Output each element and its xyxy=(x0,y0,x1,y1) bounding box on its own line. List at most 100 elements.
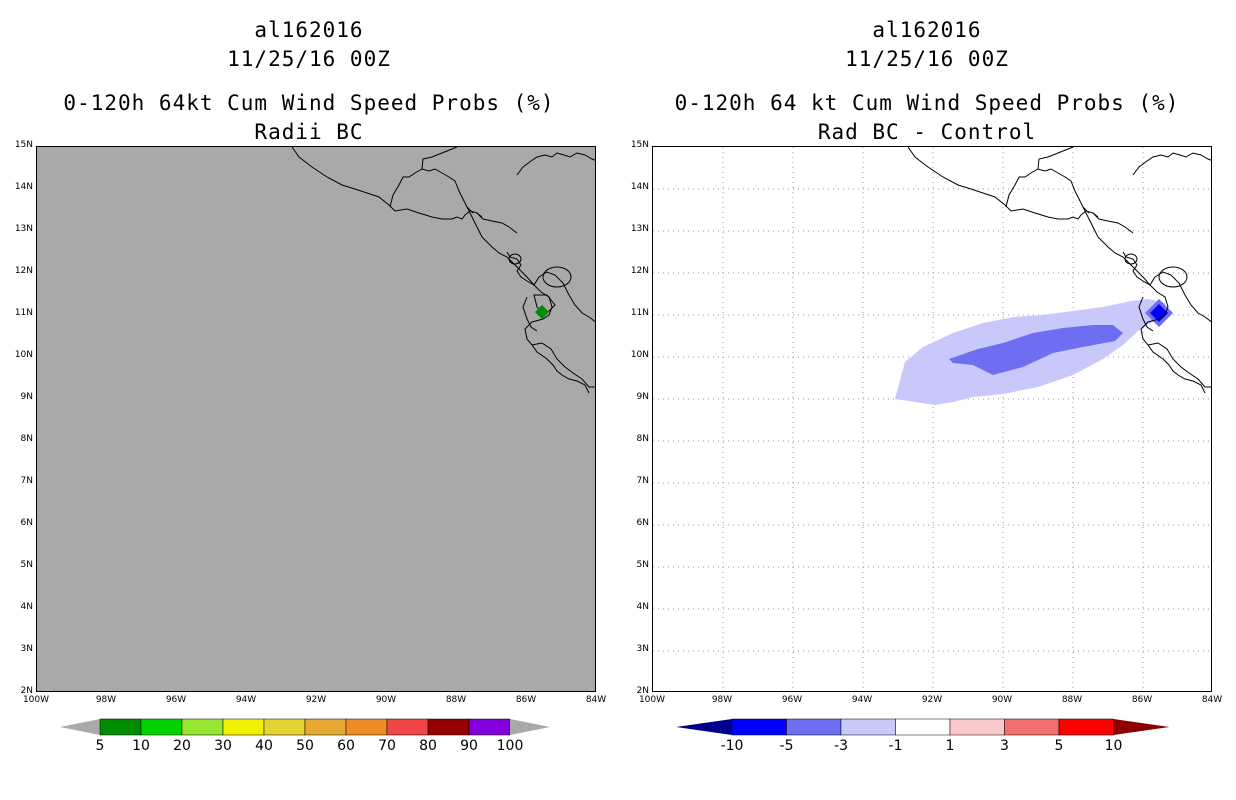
lon-label: 100W xyxy=(22,695,50,705)
lat-label: 2N xyxy=(20,686,33,696)
lat-label: 14N xyxy=(630,182,649,192)
colorbar-label: 50 xyxy=(296,738,314,754)
subtitle: Rad BC - Control xyxy=(817,120,1037,144)
lon-label: 88W xyxy=(1061,695,1083,705)
lat-label: 15N xyxy=(630,140,649,150)
colorbar-label: 20 xyxy=(173,738,191,754)
colorbar-label: 3 xyxy=(1000,738,1009,754)
colorbar-label: 40 xyxy=(255,738,273,754)
gridlines xyxy=(653,147,1211,691)
colorbar-label: 1 xyxy=(945,738,955,754)
colorbar-label: -3 xyxy=(834,738,848,754)
colorbar-label: 10 xyxy=(132,738,150,754)
lat-label: 6N xyxy=(636,518,649,528)
colorbar-label: 5 xyxy=(95,738,105,754)
colorbar-swatch xyxy=(840,718,896,736)
coastline xyxy=(291,147,595,394)
lon-label: 86W xyxy=(515,695,537,705)
lat-label: 3N xyxy=(636,644,649,654)
lat-label: 12N xyxy=(630,266,649,276)
colorbar-label: 70 xyxy=(378,738,396,754)
colorbar-right-arrow xyxy=(510,719,550,735)
lon-label: 90W xyxy=(991,695,1013,705)
colorbar-label: 80 xyxy=(419,738,437,754)
lon-label: 84W xyxy=(1201,695,1223,705)
colorbar-swatch xyxy=(468,718,511,736)
left-panel: al162016 11/25/16 00Z 0-120h 64kt Cum Wi… xyxy=(14,18,606,754)
colorbar-left-arrow xyxy=(676,719,732,735)
lat-label: 9N xyxy=(636,392,649,402)
colorbar-label: -10 xyxy=(720,738,744,754)
lat-label: 4N xyxy=(20,602,33,612)
colorbar-label: -1 xyxy=(888,738,903,754)
diff-contour-minus3 xyxy=(949,325,1123,375)
colorbar-swatch xyxy=(731,718,787,736)
colorbar xyxy=(60,718,550,736)
colorbar-swatch xyxy=(181,718,224,736)
colorbar-label: 90 xyxy=(460,738,478,754)
lat-label: 10N xyxy=(630,350,649,360)
right-panel: al162016 11/25/16 00Z 0-120h 64 kt Cum W… xyxy=(618,0,1236,800)
lat-label: 9N xyxy=(20,392,33,402)
map-drawing xyxy=(291,147,595,394)
difference-map xyxy=(652,146,1212,692)
lon-label: 92W xyxy=(921,695,943,705)
lakes xyxy=(1124,253,1188,288)
probability-map xyxy=(36,146,596,692)
product-title: 0-120h 64kt Cum Wind Speed Probs (%) xyxy=(63,91,555,115)
lon-label: 100W xyxy=(638,695,666,705)
lon-label: 96W xyxy=(781,695,803,705)
lat-label: 7N xyxy=(20,476,33,486)
colorbar-swatch xyxy=(263,718,306,736)
lon-label: 88W xyxy=(445,695,467,705)
lat-label: 8N xyxy=(20,434,33,444)
lon-label: 94W xyxy=(851,695,873,705)
colorbar-swatch xyxy=(1058,718,1114,736)
lat-label: 8N xyxy=(636,434,649,444)
colorbar-swatch xyxy=(427,718,470,736)
lat-label: 11N xyxy=(14,308,33,318)
colorbar-swatch xyxy=(140,718,183,736)
lon-label: 98W xyxy=(711,695,733,705)
prob-cell-5pct xyxy=(534,304,550,320)
colorbar-swatch xyxy=(222,718,265,736)
colorbar-swatch xyxy=(949,718,1005,736)
lat-label: 15N xyxy=(14,140,33,150)
lon-label: 94W xyxy=(235,695,257,705)
diff-contour-minus10 xyxy=(1150,304,1168,322)
colorbar-right-arrow xyxy=(1113,719,1170,735)
lat-label: 10N xyxy=(14,350,33,360)
subtitle: Radii BC xyxy=(254,120,364,144)
lat-label: 13N xyxy=(14,224,33,234)
colorbar-swatch xyxy=(386,718,429,736)
lon-label: 92W xyxy=(305,695,327,705)
lat-label: 5N xyxy=(20,560,33,570)
lat-label: 12N xyxy=(14,266,33,276)
storm-id: al162016 xyxy=(254,18,364,42)
colorbar-swatch xyxy=(304,718,347,736)
lat-label: 13N xyxy=(630,224,649,234)
lon-label: 96W xyxy=(165,695,187,705)
lon-label: 90W xyxy=(375,695,397,705)
colorbar-label: 5 xyxy=(1054,738,1064,754)
datetime: 11/25/16 00Z xyxy=(227,47,391,71)
storm-id: al162016 xyxy=(872,18,982,42)
colorbar-label: 30 xyxy=(214,738,232,754)
lat-label: 2N xyxy=(636,686,649,696)
lakes xyxy=(508,253,572,288)
colorbar-label: 10 xyxy=(1104,738,1123,754)
lat-label: 7N xyxy=(636,476,649,486)
lon-label: 98W xyxy=(95,695,117,705)
colorbar-swatch xyxy=(895,718,951,736)
coastline xyxy=(907,147,1211,394)
lon-label: 86W xyxy=(1131,695,1153,705)
colorbar xyxy=(676,718,1170,736)
lat-label: 6N xyxy=(20,518,33,528)
colorbar-swatch xyxy=(786,718,842,736)
lat-label: 11N xyxy=(630,308,649,318)
datetime: 11/25/16 00Z xyxy=(845,47,1009,71)
colorbar-label: 100 xyxy=(496,738,524,754)
lat-label: 3N xyxy=(20,644,33,654)
map-drawing xyxy=(653,147,1211,691)
colorbar-swatch xyxy=(345,718,388,736)
